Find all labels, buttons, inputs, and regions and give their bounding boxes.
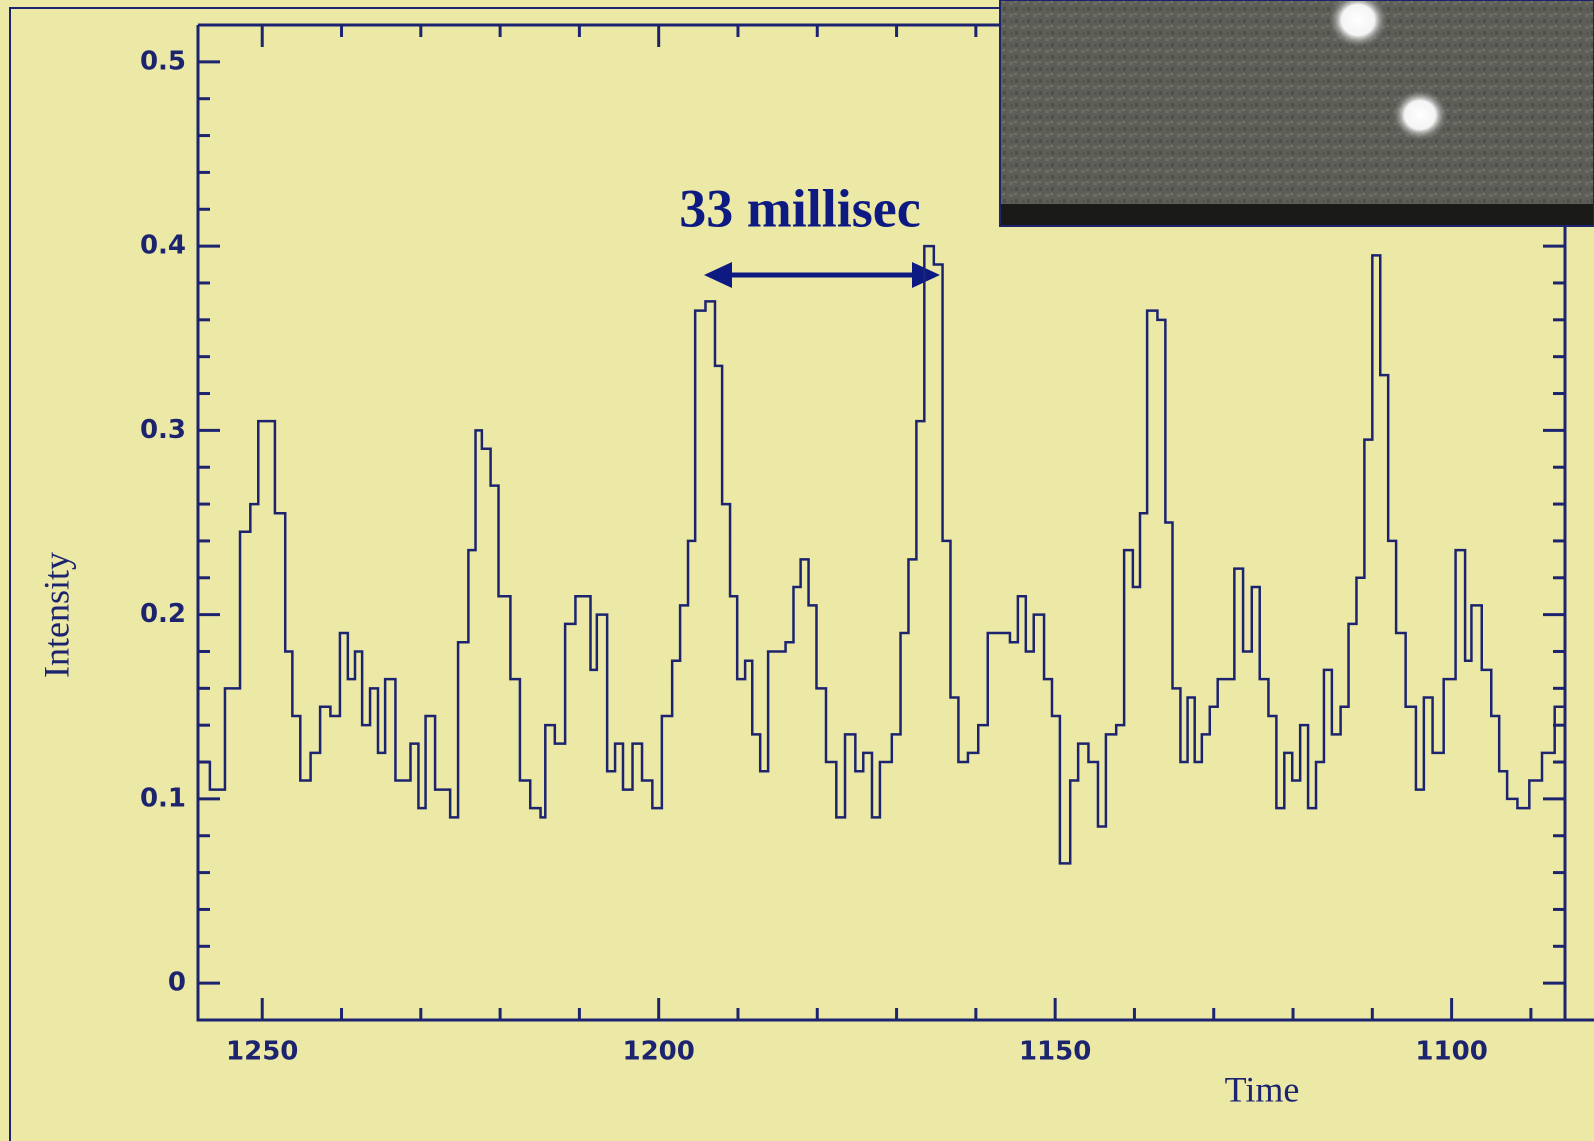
x-tick-label: 1200 [623, 1037, 695, 1067]
y-tick-label: 0.4 [140, 231, 186, 261]
y-tick-label: 0.5 [140, 46, 186, 76]
y-axis-label: Intensity [36, 552, 76, 678]
y-tick-label: 0.2 [140, 599, 186, 629]
x-axis-label: Time [1225, 1069, 1300, 1109]
x-tick-label: 1250 [226, 1037, 298, 1067]
y-tick-label: 0 [168, 968, 186, 998]
x-tick-label: 1150 [1019, 1037, 1091, 1067]
period-arrow [704, 262, 940, 288]
intensity-line [200, 244, 1565, 865]
y-tick-label: 0.1 [140, 783, 186, 813]
plot: 0.5 0.4 0.3 0.2 0.1 0 1100 1150 1200 1250 Intensi… [36, 23, 1594, 1109]
y-tick-label: 0.3 [140, 415, 186, 445]
annotation: 33 millisec [679, 178, 920, 238]
frame [9, 7, 1594, 1141]
x-tick-label: 1100 [1415, 1037, 1487, 1067]
inset-image [999, 0, 1594, 227]
